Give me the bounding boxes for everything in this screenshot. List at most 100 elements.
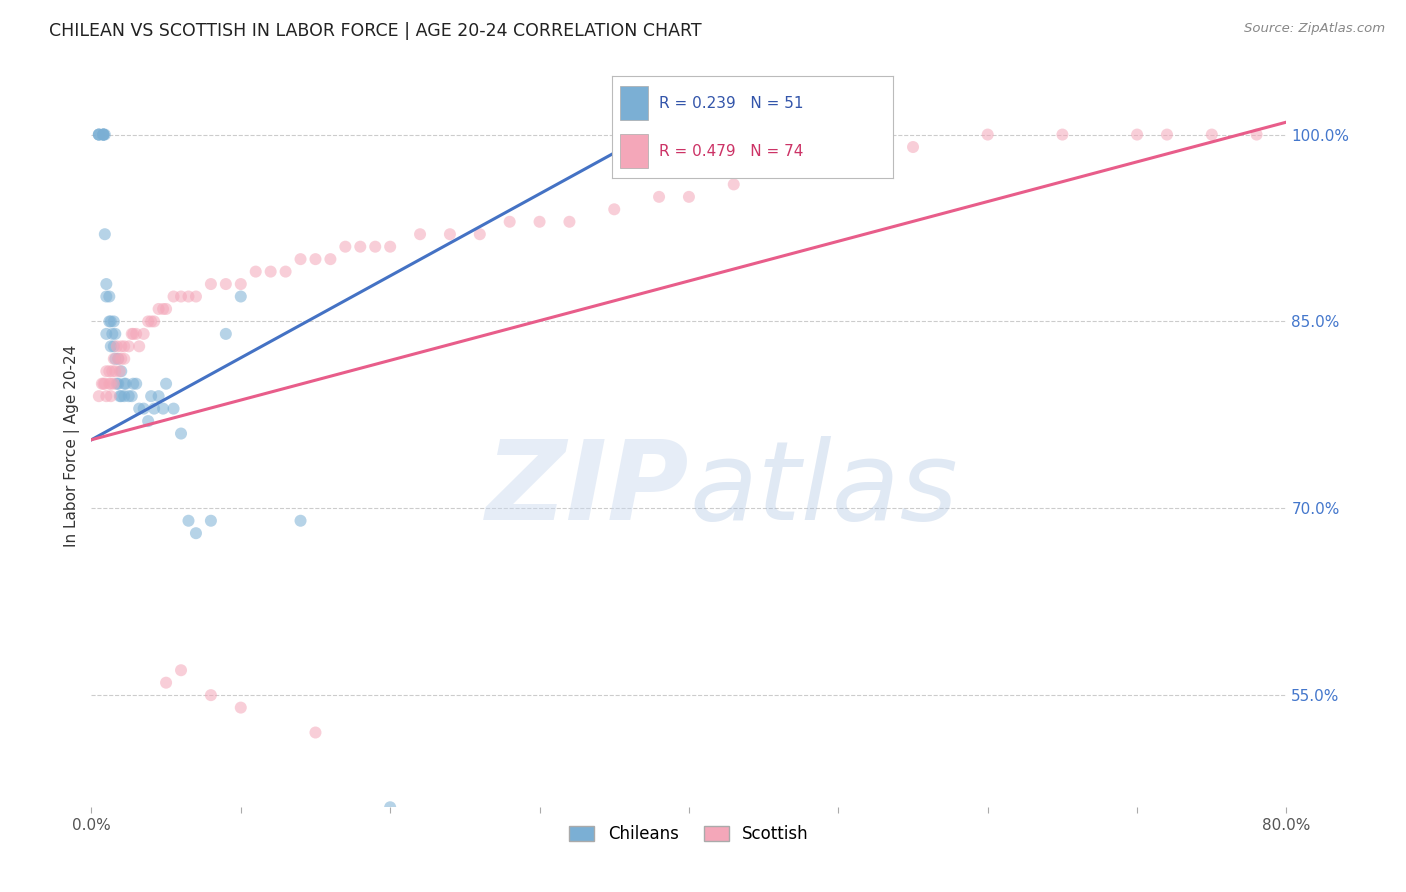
Point — [104, 326, 127, 341]
Point — [184, 526, 207, 541]
Point — [93, 376, 115, 391]
Point — [107, 351, 129, 366]
Point — [439, 227, 461, 242]
Point — [96, 389, 118, 403]
Point — [290, 514, 312, 528]
Point — [200, 514, 222, 528]
Point — [678, 190, 700, 204]
Point — [128, 401, 150, 416]
Point — [152, 301, 174, 316]
Point — [319, 252, 342, 267]
Text: CHILEAN VS SCOTTISH IN LABOR FORCE | AGE 20-24 CORRELATION CHART: CHILEAN VS SCOTTISH IN LABOR FORCE | AGE… — [49, 22, 702, 40]
Point — [380, 240, 402, 254]
Point — [529, 215, 551, 229]
Point — [274, 264, 297, 278]
Point — [155, 301, 177, 316]
Point — [170, 663, 193, 677]
Point — [114, 376, 136, 391]
Legend: Chileans, Scottish: Chileans, Scottish — [562, 818, 815, 849]
Point — [380, 800, 402, 814]
Point — [148, 301, 170, 316]
Point — [155, 675, 177, 690]
Point — [229, 277, 252, 291]
Point — [98, 314, 121, 328]
Point — [304, 252, 326, 267]
Point — [364, 240, 387, 254]
Point — [112, 376, 135, 391]
Point — [98, 376, 121, 391]
Point — [132, 326, 155, 341]
Point — [349, 240, 371, 254]
Point — [107, 351, 129, 366]
Point — [96, 364, 118, 378]
Point — [108, 389, 131, 403]
Point — [96, 277, 118, 291]
Point — [101, 326, 124, 341]
Point — [121, 389, 143, 403]
Point — [155, 376, 177, 391]
Point — [177, 514, 200, 528]
Point — [121, 326, 143, 341]
Point — [1126, 128, 1149, 142]
Y-axis label: In Labor Force | Age 20-24: In Labor Force | Age 20-24 — [65, 345, 80, 547]
Point — [152, 401, 174, 416]
Point — [93, 128, 115, 142]
Text: Source: ZipAtlas.com: Source: ZipAtlas.com — [1244, 22, 1385, 36]
Point — [170, 426, 193, 441]
Point — [94, 376, 117, 391]
Point — [132, 401, 155, 416]
Point — [87, 389, 110, 403]
FancyBboxPatch shape — [620, 135, 648, 168]
Point — [143, 314, 166, 328]
Point — [304, 725, 326, 739]
Point — [259, 264, 281, 278]
Point — [335, 240, 357, 254]
Point — [162, 289, 184, 303]
Point — [101, 364, 124, 378]
Point — [87, 128, 110, 142]
Point — [103, 351, 125, 366]
Point — [1052, 128, 1074, 142]
Point — [93, 128, 115, 142]
Point — [184, 289, 207, 303]
Point — [100, 339, 122, 353]
Point — [108, 364, 131, 378]
Point — [148, 389, 170, 403]
Point — [827, 153, 849, 167]
Point — [499, 215, 522, 229]
Point — [110, 389, 132, 403]
Point — [105, 376, 128, 391]
Point — [93, 128, 115, 142]
Point — [215, 277, 238, 291]
Point — [125, 326, 148, 341]
Point — [94, 227, 117, 242]
Point — [98, 289, 121, 303]
Point — [107, 376, 129, 391]
Text: R = 0.239   N = 51: R = 0.239 N = 51 — [659, 95, 804, 111]
Point — [200, 688, 222, 702]
Point — [118, 339, 141, 353]
Point — [105, 339, 128, 353]
Point — [93, 128, 115, 142]
Point — [468, 227, 491, 242]
Text: R = 0.479   N = 74: R = 0.479 N = 74 — [659, 144, 804, 159]
Text: atlas: atlas — [689, 436, 957, 543]
Point — [118, 389, 141, 403]
Point — [141, 314, 163, 328]
Point — [110, 339, 132, 353]
Point — [1156, 128, 1178, 142]
Point — [143, 401, 166, 416]
Point — [136, 314, 159, 328]
Point — [103, 339, 125, 353]
Point — [162, 401, 184, 416]
FancyBboxPatch shape — [620, 87, 648, 120]
Point — [200, 277, 222, 291]
Point — [110, 364, 132, 378]
Point — [100, 314, 122, 328]
Point — [648, 190, 671, 204]
Point — [125, 376, 148, 391]
Point — [215, 326, 238, 341]
Text: ZIP: ZIP — [485, 436, 689, 543]
Point — [96, 326, 118, 341]
Point — [177, 289, 200, 303]
